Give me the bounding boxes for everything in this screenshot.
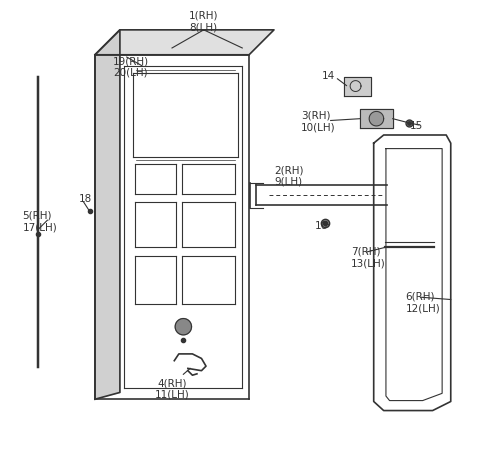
Text: 15: 15 (410, 121, 423, 131)
Text: 5(RH)
17(LH): 5(RH) 17(LH) (23, 210, 57, 232)
Polygon shape (369, 112, 384, 126)
Polygon shape (344, 77, 372, 96)
Polygon shape (95, 31, 274, 56)
Polygon shape (360, 110, 393, 129)
Text: 19(RH)
20(LH): 19(RH) 20(LH) (113, 56, 149, 78)
Text: 7(RH)
13(LH): 7(RH) 13(LH) (351, 246, 386, 268)
Text: 14: 14 (322, 71, 335, 81)
Text: 2(RH)
9(LH): 2(RH) 9(LH) (274, 165, 303, 186)
Text: 6(RH)
12(LH): 6(RH) 12(LH) (406, 291, 440, 313)
Polygon shape (95, 31, 120, 399)
Text: 16: 16 (315, 220, 328, 230)
Polygon shape (175, 319, 192, 335)
Text: 4(RH)
11(LH): 4(RH) 11(LH) (155, 377, 190, 399)
Text: 3(RH)
10(LH): 3(RH) 10(LH) (301, 111, 336, 132)
Text: 1(RH)
8(LH): 1(RH) 8(LH) (189, 11, 218, 32)
Text: 18: 18 (79, 193, 92, 203)
